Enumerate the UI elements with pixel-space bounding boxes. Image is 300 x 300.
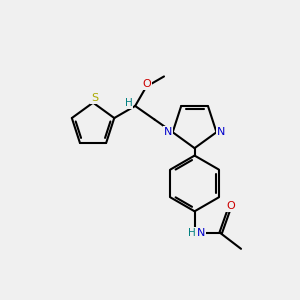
Text: S: S: [91, 93, 98, 103]
Text: H: H: [188, 228, 196, 238]
Text: N: N: [217, 127, 225, 137]
Text: N: N: [197, 228, 206, 238]
Text: H: H: [124, 98, 132, 108]
Text: N: N: [164, 127, 172, 137]
Text: O: O: [143, 80, 152, 89]
Text: O: O: [226, 202, 235, 212]
